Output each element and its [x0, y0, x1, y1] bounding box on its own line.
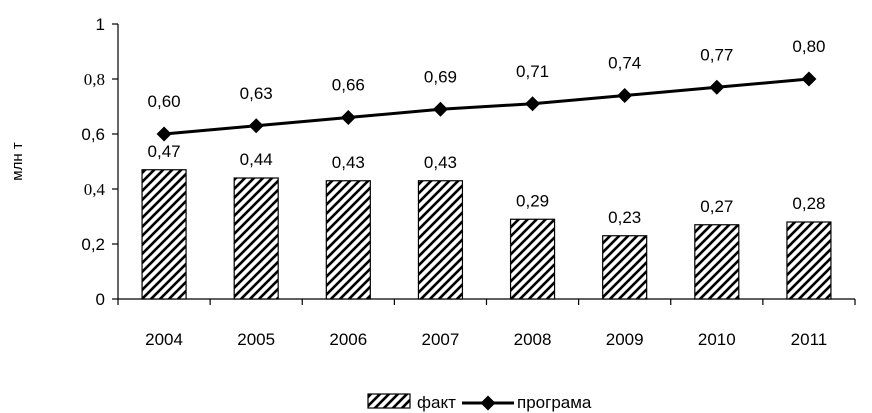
- bar-value-label: 0,28: [792, 194, 825, 213]
- programa-marker: [248, 118, 264, 134]
- bar-series-fakt: [141, 169, 832, 300]
- data-labels: 0,47 0,44 0,43 0,43 0,29 0,23 0,27 0,28 0,60 0,63…: [148, 37, 826, 227]
- line-value-label: 0,77: [700, 45, 733, 64]
- legend-label-fakt: факт: [417, 393, 456, 412]
- x-tick-label: 2004: [145, 330, 183, 349]
- axes: 0 0,2 0,4 0,6 0,8 1 2004 2005 2006 2007 2008 2009 20…: [9, 15, 856, 349]
- line-series-programa: [156, 71, 817, 142]
- programa-marker: [801, 71, 817, 87]
- line-value-label: 0,63: [240, 84, 273, 103]
- legend: факт програма: [367, 393, 592, 412]
- bar-value-label: 0,29: [516, 191, 549, 210]
- y-tick-label: 0,2: [81, 235, 105, 254]
- bar-2011: [786, 221, 832, 300]
- programa-line: [163, 77, 810, 136]
- x-tick-label: 2010: [698, 330, 736, 349]
- y-tick-label: 0,4: [84, 180, 106, 199]
- bar-value-label: 0,27: [700, 197, 733, 216]
- line-value-label: 0,74: [608, 54, 641, 73]
- y-tick-label: 0,6: [81, 125, 105, 144]
- x-tick-label: 2005: [237, 330, 275, 349]
- bar-value-label: 0,47: [148, 142, 181, 161]
- x-tick-label: 2006: [329, 330, 367, 349]
- bar-2007: [417, 180, 464, 300]
- line-value-label: 0,69: [424, 67, 457, 86]
- programa-marker: [156, 126, 172, 142]
- bar-value-label: 0,43: [424, 153, 457, 172]
- x-tick-label: 2007: [422, 330, 460, 349]
- x-tick-label: 2009: [606, 330, 644, 349]
- programa-marker: [432, 101, 448, 117]
- bar-2006: [325, 180, 371, 300]
- bar-2010: [694, 224, 740, 300]
- bar-2005: [233, 177, 279, 300]
- y-tick-label: 0: [96, 290, 105, 309]
- line-value-label: 0,60: [148, 92, 181, 111]
- bar-value-label: 0,23: [608, 208, 641, 227]
- programa-marker: [709, 79, 725, 95]
- line-value-label: 0,80: [792, 37, 825, 56]
- x-tick-label: 2008: [514, 330, 552, 349]
- programa-marker: [525, 96, 541, 112]
- line-value-label: 0,71: [516, 62, 549, 81]
- programa-marker: [340, 110, 356, 125]
- programa-marker: [617, 88, 633, 103]
- bar-2009: [602, 235, 648, 300]
- x-tick-label: 2011: [791, 330, 828, 349]
- legend-label-programa: програма: [517, 393, 592, 412]
- bar-value-label: 0,44: [240, 150, 273, 169]
- legend-swatch-programa-marker: [480, 395, 496, 411]
- y-axis-title: млн т: [9, 142, 26, 181]
- bar-value-label: 0,43: [332, 153, 365, 172]
- line-value-label: 0,66: [332, 76, 365, 95]
- legend-swatch-fakt: [367, 393, 411, 409]
- bar-2008: [509, 218, 556, 300]
- bar-2004: [141, 169, 187, 300]
- y-tick-label: 1: [96, 15, 105, 34]
- y-tick-label: 0,8: [84, 70, 105, 89]
